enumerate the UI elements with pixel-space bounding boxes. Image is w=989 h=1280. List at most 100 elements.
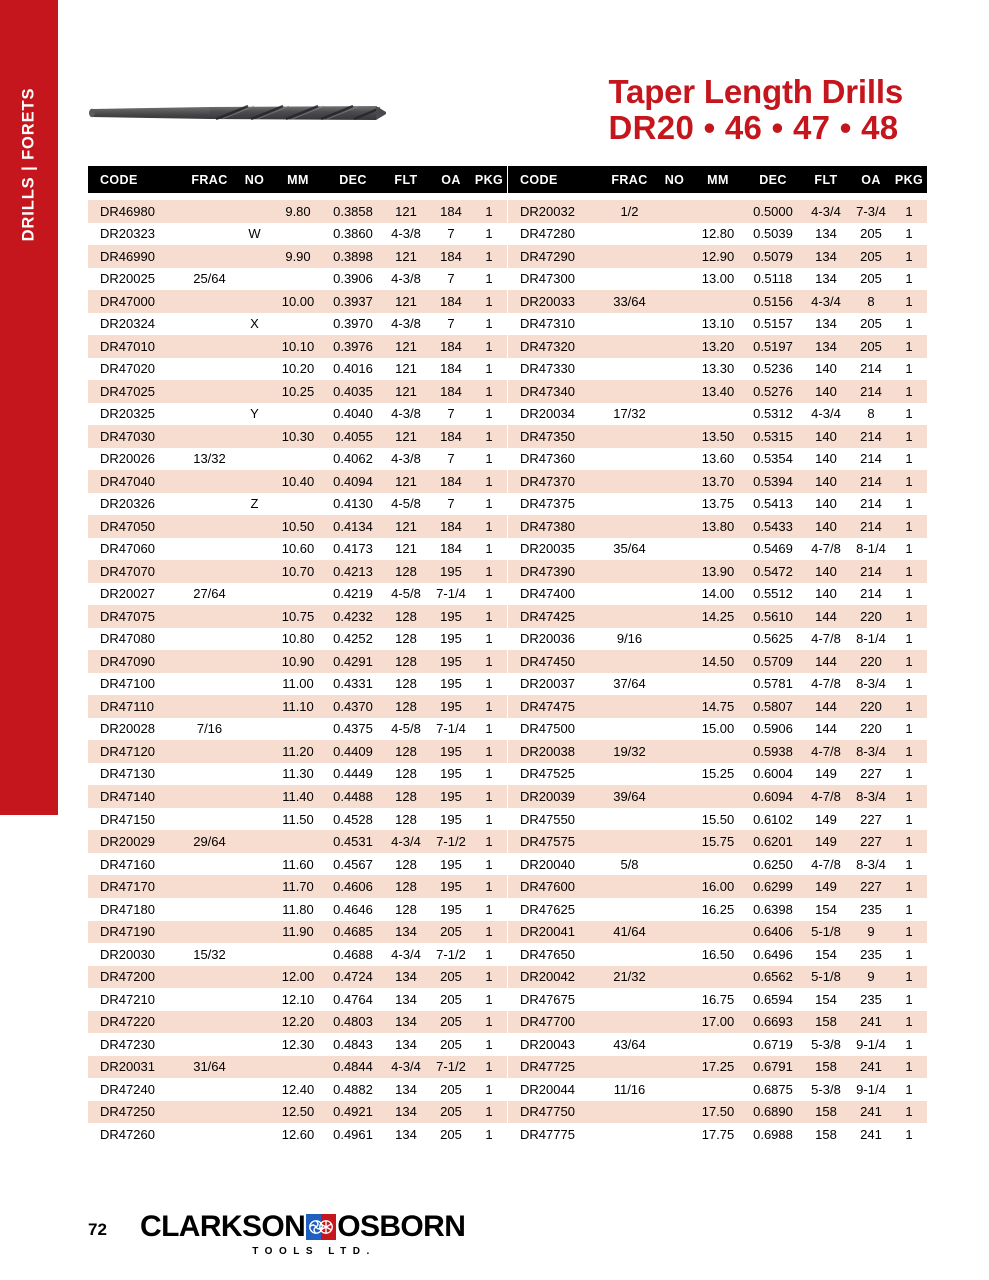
table-row: DR47240 12.40 0.4882 134 205 1 — [88, 1078, 507, 1101]
cell-oa: 214 — [860, 361, 882, 377]
cell-mm: 13.10 — [701, 316, 735, 332]
cell-mm: 10.75 — [281, 608, 315, 624]
column-header-dec: DEC — [745, 166, 801, 193]
cell-flt: 128 — [395, 743, 417, 759]
twist-drill-bit-image — [88, 100, 388, 126]
cell-code: DR47050 — [100, 518, 155, 534]
cell-mm: 12.60 — [281, 1126, 315, 1142]
cell-dec: 0.6398 — [753, 901, 793, 917]
cell-frac: 29/64 — [193, 834, 226, 850]
cell-oa: 8-3/4 — [856, 789, 886, 804]
cell-dec: 0.4252 — [333, 631, 373, 647]
cell-mm: 17.75 — [701, 1126, 735, 1142]
cell-dec: 0.6004 — [753, 766, 793, 782]
cell-code: DR47110 — [100, 698, 154, 714]
cell-mm: 10.00 — [281, 293, 315, 309]
cell-pkg: 1 — [905, 991, 913, 1007]
cell-flt: 134 — [395, 991, 417, 1007]
table-row: DR47250 12.50 0.4921 134 205 1 — [88, 1100, 507, 1124]
cell-code: DR47170 — [100, 879, 155, 895]
cell-dec: 0.6988 — [753, 1126, 793, 1142]
cell-pkg: 1 — [485, 676, 493, 692]
cell-frac: 9/16 — [616, 631, 643, 647]
cell-oa: 184 — [440, 428, 462, 444]
cell-no — [658, 223, 691, 246]
cell-oa: 7 — [447, 406, 455, 422]
table-row: DR20025 25/64 0.3906 4-3/8 7 1 — [88, 267, 507, 291]
cell-frac — [601, 763, 658, 786]
cell-oa: 214 — [860, 518, 882, 534]
cell-oa: 184 — [440, 248, 462, 264]
section-tab-label: DRILLS | FORETS — [19, 87, 38, 242]
cell-no — [658, 605, 691, 628]
cell-pkg: 1 — [485, 361, 493, 377]
cell-flt: 121 — [395, 383, 417, 399]
cell-mm — [271, 943, 325, 966]
cell-mm: 13.70 — [701, 473, 735, 489]
cell-frac: 43/64 — [613, 1036, 646, 1052]
table-row: DR47260 12.60 0.4961 134 205 1 — [88, 1123, 507, 1146]
cell-flt: 140 — [815, 361, 837, 377]
table-spacer-cell — [508, 193, 927, 200]
cell-flt: 4-5/8 — [391, 496, 421, 512]
table-row: DR20037 37/64 0.5781 4-7/8 8-3/4 1 — [508, 672, 927, 696]
cell-pkg: 1 — [485, 428, 493, 444]
table-row: DR47525 15.25 0.6004 149 227 1 — [508, 762, 927, 786]
cell-dec: 0.4016 — [333, 361, 373, 377]
cell-dec: 0.4035 — [333, 383, 373, 399]
cell-dec: 0.5197 — [753, 338, 793, 354]
cell-dec: 0.5079 — [753, 248, 793, 264]
table-row: DR47390 13.90 0.5472 140 214 1 — [508, 560, 927, 583]
page-number: 72 — [88, 1220, 107, 1239]
logo-word-clarkson: CLARKSON — [140, 1210, 306, 1243]
cell-no — [658, 740, 691, 763]
cell-code: DR47370 — [520, 473, 575, 489]
cell-pkg: 1 — [485, 969, 493, 985]
cell-flt: 121 — [395, 293, 417, 309]
cell-dec: 0.5000 — [753, 203, 793, 219]
table-row: DR20041 41/64 0.6406 5-1/8 9 1 — [508, 920, 927, 944]
cell-pkg: 1 — [485, 879, 493, 895]
table-row: DR46990 9.90 0.3898 121 184 1 — [88, 245, 507, 268]
cell-dec: 0.5906 — [753, 721, 793, 737]
cell-code: DR47360 — [520, 451, 575, 467]
cell-flt: 134 — [395, 1126, 417, 1142]
cell-dec: 0.4040 — [333, 406, 373, 422]
cell-oa: 9 — [867, 969, 875, 985]
column-header-frac: FRAC — [601, 166, 658, 193]
cell-code: DR20035 — [520, 541, 575, 557]
cell-pkg: 1 — [905, 924, 913, 940]
cell-oa: 214 — [860, 586, 882, 602]
cell-oa: 195 — [440, 766, 462, 782]
table-row: DR47200 12.00 0.4724 134 205 1 — [88, 965, 507, 989]
cell-code: DR47330 — [520, 361, 575, 377]
cell-code: DR47525 — [520, 766, 575, 782]
cell-mm — [271, 403, 325, 426]
table-row: DR47475 14.75 0.5807 144 220 1 — [508, 695, 927, 718]
cell-dec: 0.6693 — [753, 1014, 793, 1030]
cell-no: X — [250, 316, 259, 332]
cell-dec: 0.6719 — [753, 1036, 793, 1052]
cell-frac — [181, 515, 238, 538]
cell-frac — [601, 1101, 658, 1124]
cell-dec: 0.6406 — [753, 924, 793, 940]
cell-oa: 195 — [440, 901, 462, 917]
cell-oa: 7-1/2 — [436, 1059, 466, 1075]
cell-dec: 0.5472 — [753, 563, 793, 579]
cell-no — [658, 515, 691, 538]
cell-frac — [181, 245, 238, 268]
cell-mm: 16.50 — [701, 946, 735, 962]
cell-dec: 0.5610 — [753, 608, 793, 624]
cell-dec: 0.3937 — [333, 293, 373, 309]
cell-no — [658, 470, 691, 493]
table-row: DR47050 10.50 0.4134 121 184 1 — [88, 515, 507, 538]
cell-mm — [691, 673, 745, 696]
cell-frac — [601, 605, 658, 628]
cell-no — [658, 966, 691, 989]
cell-no — [658, 1101, 691, 1124]
column-header-oa: OA — [431, 166, 471, 193]
cell-pkg: 1 — [905, 473, 913, 489]
cell-no — [238, 898, 271, 921]
cell-dec: 0.3860 — [333, 226, 373, 242]
cell-code: DR47075 — [100, 608, 155, 624]
